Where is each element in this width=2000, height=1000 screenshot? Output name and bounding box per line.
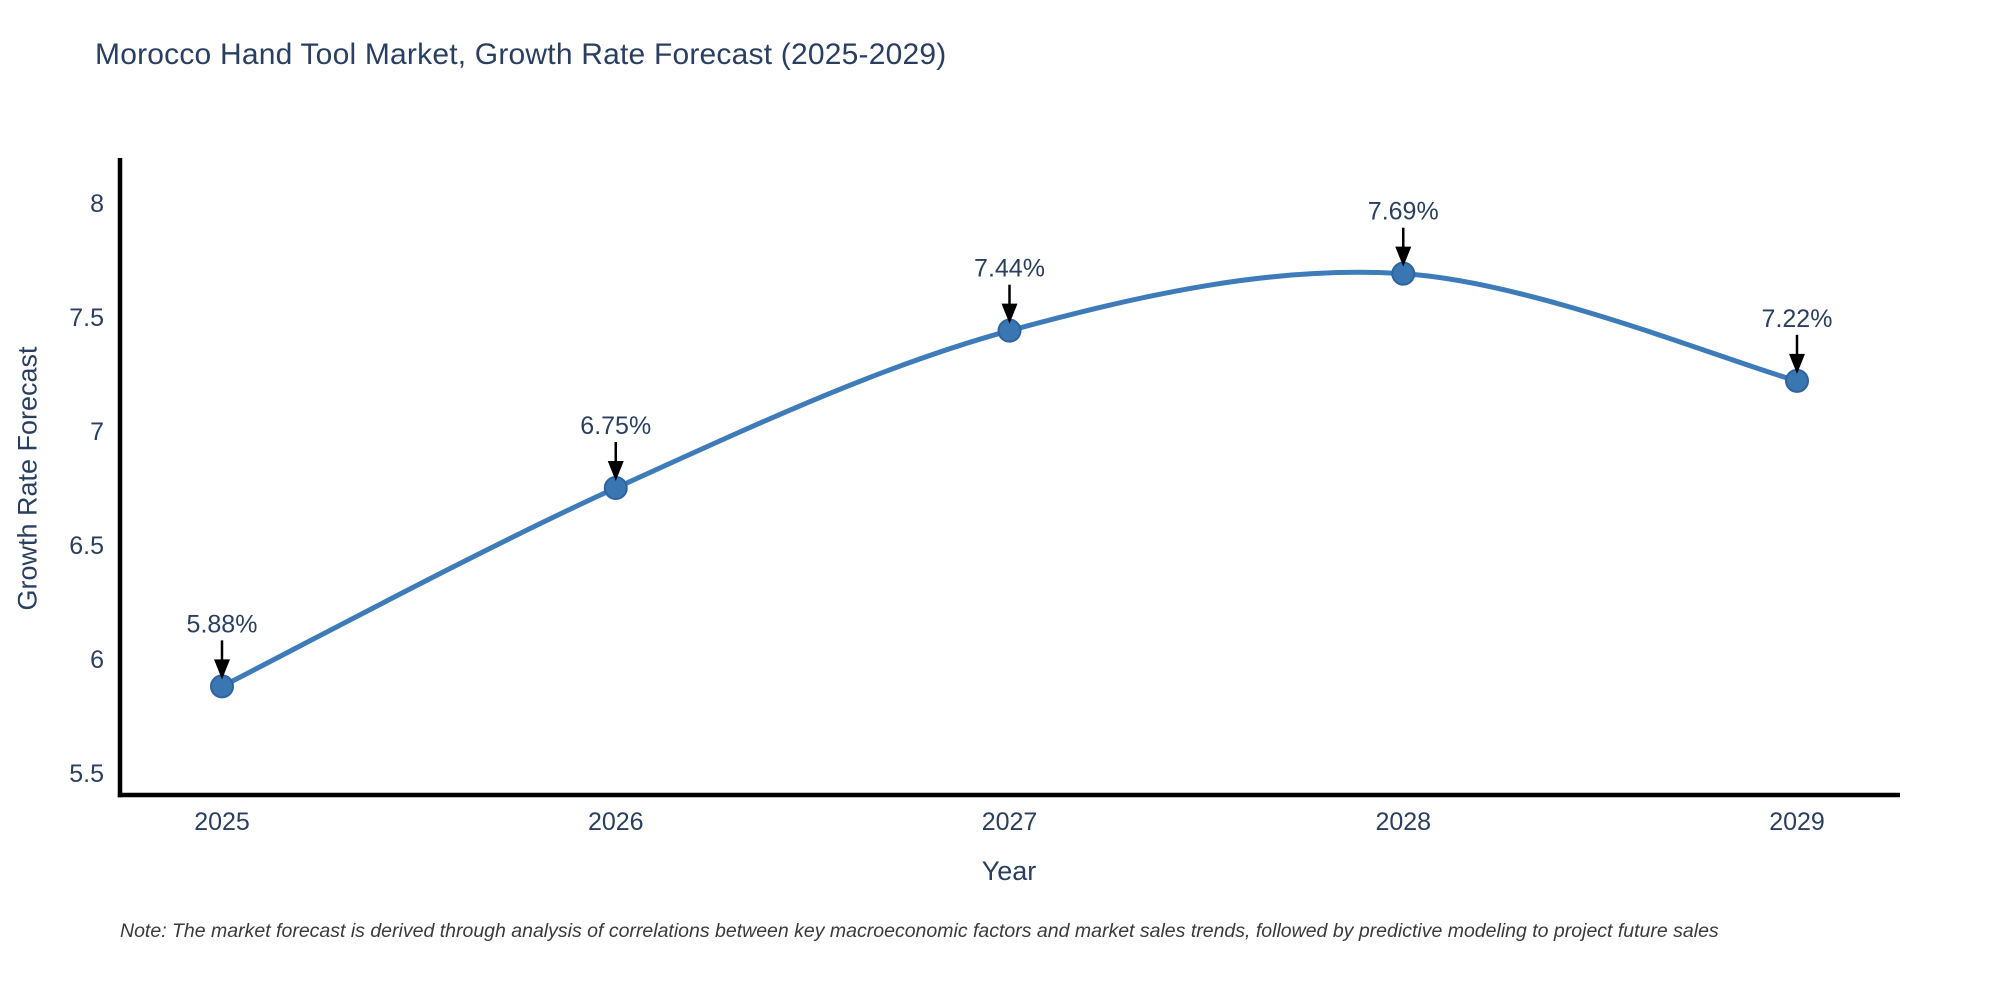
x-axis-title: Year — [981, 856, 1037, 886]
annotation-arrow-head — [214, 659, 230, 680]
data-point-value-label: 5.88% — [187, 610, 258, 638]
x-axis-tick-label: 2026 — [588, 808, 644, 836]
data-point-value-label: 6.75% — [580, 412, 651, 440]
data-point-value-label: 7.22% — [1762, 305, 1833, 333]
annotation-arrow-head — [1001, 303, 1018, 324]
annotation-arrow-head — [1395, 246, 1412, 267]
chart-title: Morocco Hand Tool Market, Growth Rate Fo… — [95, 38, 947, 71]
footnote: Note: The market forecast is derived thr… — [120, 920, 1719, 942]
y-axis-tick-label: 8 — [90, 190, 104, 218]
x-axis-tick-label: 2025 — [194, 808, 250, 836]
y-axis-tick-label: 7.5 — [69, 304, 104, 332]
annotation-arrow-head — [607, 461, 624, 481]
annotation-arrow-head — [1789, 353, 1805, 374]
y-axis-tick-label: 5.5 — [69, 760, 104, 788]
data-point-value-label: 7.69% — [1368, 198, 1439, 226]
x-axis-tick-label: 2029 — [1769, 808, 1825, 836]
x-axis-tick-label: 2027 — [982, 808, 1038, 836]
y-axis-tick-label: 7 — [90, 418, 104, 446]
data-point-value-label: 7.44% — [974, 255, 1045, 283]
y-axis-tick-label: 6 — [90, 646, 104, 674]
y-axis-tick-label: 6.5 — [69, 532, 104, 560]
x-axis-tick-label: 2028 — [1375, 808, 1431, 836]
